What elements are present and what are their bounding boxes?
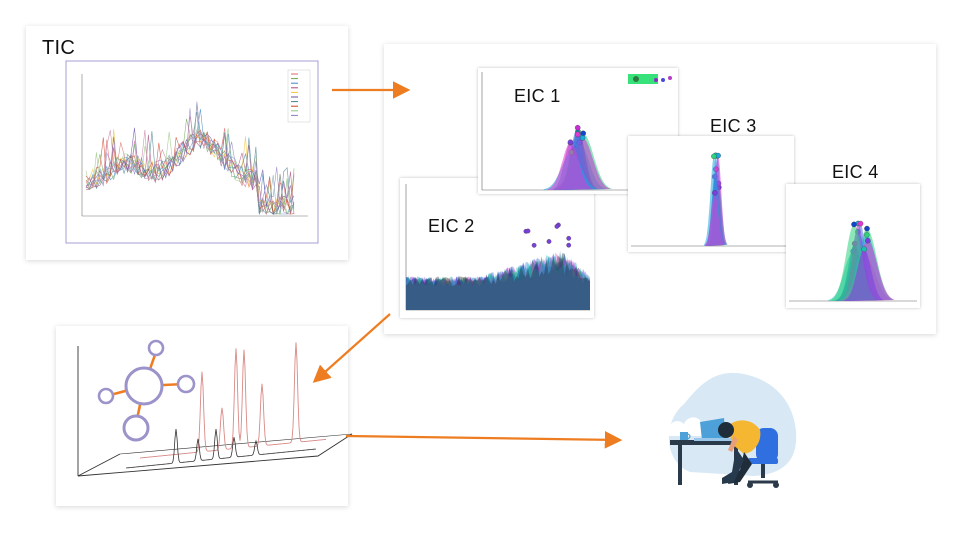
peak-apex-marker xyxy=(857,220,864,227)
eic2-peak-marker xyxy=(566,242,572,248)
tic-label: TIC xyxy=(42,37,76,59)
eic2-chart xyxy=(405,184,590,311)
eic4-peak xyxy=(828,220,895,301)
tic-trace xyxy=(85,129,295,215)
peak-area xyxy=(704,192,725,246)
eic3-label: EIC 3 xyxy=(710,116,757,136)
eic2-peak-marker xyxy=(525,228,531,234)
eic2-trace xyxy=(406,256,590,310)
eic2-peak-marker xyxy=(554,224,560,229)
eic2-trace xyxy=(406,254,590,310)
eic2-trace xyxy=(406,253,590,310)
eic2-trace xyxy=(406,252,590,310)
eic2-trace xyxy=(406,254,590,310)
chromatogram-3d xyxy=(77,339,353,477)
peak-apex-marker xyxy=(711,153,717,160)
peak-area xyxy=(844,249,884,301)
tic-chart xyxy=(65,60,319,244)
eic1-label: EIC 1 xyxy=(514,86,561,106)
eic4-label: EIC 4 xyxy=(832,162,879,182)
eic3-peak xyxy=(704,152,728,246)
peak-apex-marker xyxy=(567,139,574,145)
eic2-trace xyxy=(406,254,590,310)
chromatogram-red-trace xyxy=(139,342,327,459)
eic1-chart xyxy=(481,72,674,191)
tic-legend xyxy=(291,73,298,116)
eic2-trace xyxy=(406,253,590,310)
peak-area xyxy=(547,142,594,190)
eic2-trace xyxy=(406,253,590,310)
peak-apex-marker xyxy=(579,135,586,141)
eic2-trace xyxy=(406,256,590,310)
eic2-trace xyxy=(406,250,590,310)
peak-apex-marker xyxy=(574,124,581,131)
eic2-peak-marker xyxy=(546,239,552,244)
peak-apex-marker xyxy=(864,232,870,238)
tic-trace xyxy=(85,128,295,215)
eic2-trace xyxy=(406,252,590,310)
peak-apex-marker xyxy=(574,131,581,138)
eic2-trace xyxy=(406,256,590,310)
peak-apex-marker xyxy=(851,221,857,228)
eic1-peak xyxy=(543,124,613,190)
eic2-card: EIC 2 xyxy=(400,178,594,318)
eic3-chart xyxy=(631,152,791,247)
eic4-chart xyxy=(789,220,917,302)
eic2-label: EIC 2 xyxy=(428,216,475,236)
molecule-icon xyxy=(97,339,196,442)
chromatogram-black-trace xyxy=(125,428,317,469)
eic1-card: EIC 1 xyxy=(478,68,678,194)
eic3-card: EIC 3 xyxy=(628,116,794,252)
chromatogram-traces xyxy=(125,342,327,469)
peak-apex-marker xyxy=(861,246,867,252)
tic-trace xyxy=(85,101,295,209)
peak-apex-marker xyxy=(864,225,870,232)
eic4-card: EIC 4 xyxy=(786,162,920,308)
arrow-molecule-to-worker xyxy=(345,431,623,449)
eic2-peak-marker xyxy=(566,235,572,241)
eic2-trace xyxy=(406,255,590,310)
tired-worker-illustration xyxy=(668,372,797,488)
eic2-trace xyxy=(406,253,590,310)
tic-trace xyxy=(85,127,295,215)
eic2-traces xyxy=(406,222,590,310)
molecule-chromatogram-panel xyxy=(56,326,353,506)
peak-apex-marker xyxy=(580,130,586,137)
tic-overlay-traces xyxy=(85,101,295,216)
tic-trace xyxy=(85,116,295,216)
tic-panel: TIC xyxy=(26,26,348,260)
peak-apex-marker xyxy=(712,190,718,196)
eic2-peak-marker xyxy=(531,242,537,248)
peak-apex-marker xyxy=(865,237,871,244)
